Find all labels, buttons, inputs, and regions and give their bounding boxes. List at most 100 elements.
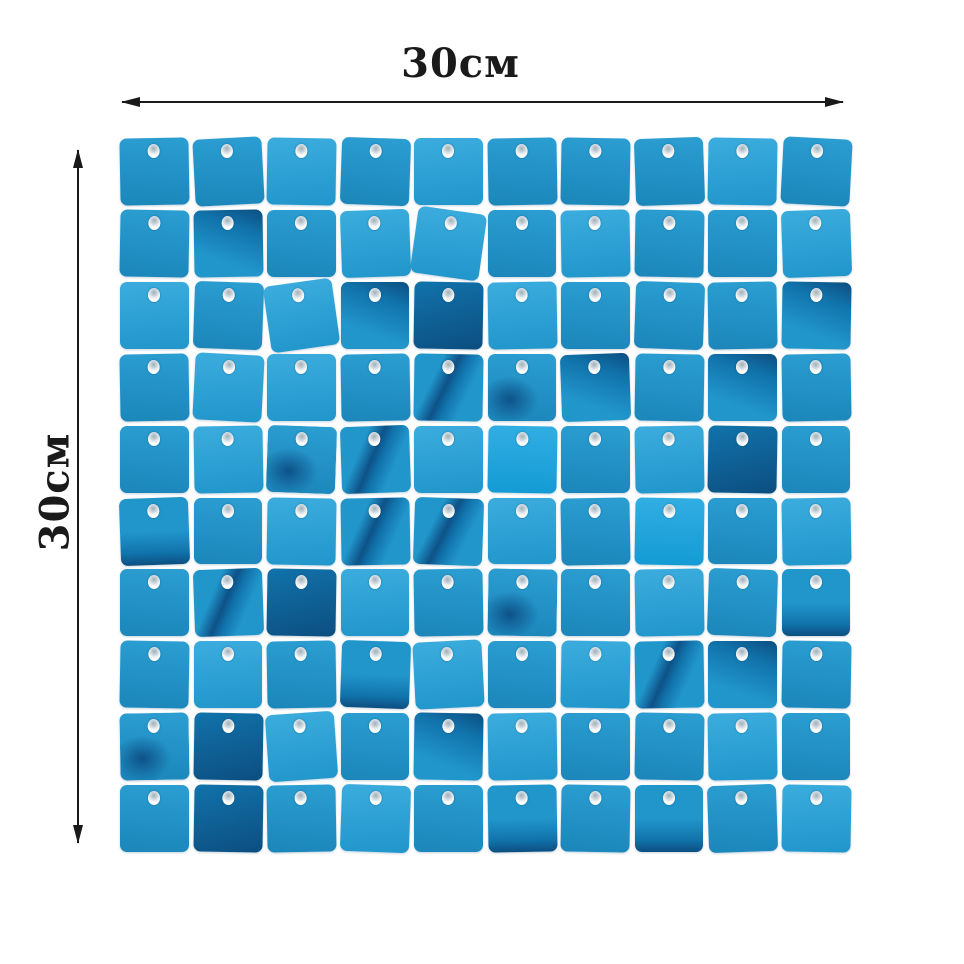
sequin-pin-hole <box>661 143 675 159</box>
sequin-pin-hole <box>736 143 749 159</box>
sequin-pin-hole <box>148 575 161 590</box>
sequin <box>707 425 778 494</box>
sequin-pin-hole <box>589 287 602 302</box>
width-dimension-arrow <box>121 97 844 107</box>
sequin-pin-hole <box>589 790 602 806</box>
sequin-pin-hole <box>515 790 528 806</box>
arrowhead-left-icon <box>121 97 140 107</box>
sequin-pin-hole <box>442 359 455 374</box>
sequin-pin-hole <box>662 575 675 590</box>
sequin <box>559 352 631 422</box>
sequin <box>487 209 556 277</box>
sequin-pin-hole <box>809 287 823 302</box>
sequin-pin-hole <box>368 287 381 302</box>
sequin <box>264 710 338 783</box>
sequin <box>706 783 778 854</box>
sequin-pin-hole <box>589 647 602 662</box>
sequin <box>119 712 190 781</box>
sequin <box>191 351 264 423</box>
sequin-pin-hole <box>369 143 382 159</box>
sequin <box>486 784 557 853</box>
sequin-pin-hole <box>148 431 161 446</box>
width-dimension-label: 30см <box>401 40 520 87</box>
sequin-pin-hole <box>515 647 528 662</box>
sequin <box>266 784 337 853</box>
sequin <box>265 424 337 494</box>
sequin-pin-hole <box>221 719 235 734</box>
sequin-pin-hole <box>220 575 234 590</box>
sequin <box>120 425 189 493</box>
sequin <box>486 137 557 206</box>
sequin <box>266 568 337 637</box>
sequin-pin-hole <box>293 718 307 734</box>
sequin <box>781 713 850 781</box>
sequin-pin-hole <box>809 790 823 806</box>
sequin-pin-hole <box>809 359 822 374</box>
sequin-pin-hole <box>736 359 749 374</box>
sequin <box>634 785 703 852</box>
sequin <box>561 713 630 781</box>
sequin <box>413 281 484 350</box>
sequin-pin-hole <box>440 647 454 662</box>
sequin <box>486 281 557 350</box>
sequin <box>339 353 410 422</box>
sequin-pin-hole <box>515 215 528 230</box>
sequin <box>560 784 631 853</box>
sequin-pin-hole <box>368 719 381 734</box>
sequin <box>192 712 263 781</box>
sequin-pin-hole <box>148 287 161 302</box>
sequin-pin-hole <box>809 503 822 518</box>
sequin-pin-hole <box>368 575 381 590</box>
height-dimension-label: 30см <box>31 432 79 552</box>
sequin-pin-hole <box>735 719 749 734</box>
sequin-pin-hole <box>442 503 456 518</box>
sequin <box>120 569 189 637</box>
sequin <box>560 640 631 709</box>
sequin-pin-hole <box>222 359 236 375</box>
sequin <box>708 353 777 421</box>
sequin-pin-hole <box>148 215 161 230</box>
sequin-pin-hole <box>589 431 602 446</box>
sequin-pin-hole <box>148 791 161 806</box>
sequin <box>414 785 483 852</box>
sequin <box>560 496 631 565</box>
sequin <box>409 205 487 282</box>
sequin-pin-hole <box>589 575 602 590</box>
sequin <box>487 641 556 709</box>
sequin <box>192 568 264 638</box>
sequin-pin-hole <box>515 431 529 446</box>
height-dimension-arrow <box>73 149 83 844</box>
sequin-pin-hole <box>808 215 822 231</box>
sequin <box>413 353 484 422</box>
sequin <box>192 784 263 853</box>
sequin-pin-hole <box>221 647 234 662</box>
sequin-pin-hole <box>662 215 676 230</box>
sequin <box>780 353 851 422</box>
sequin-pin-hole <box>442 431 455 446</box>
sequin-pin-hole <box>221 503 234 518</box>
sequin <box>193 497 262 565</box>
sequin-pin-hole <box>515 287 528 302</box>
sequin-pin-hole <box>736 215 749 230</box>
sequin-pin-hole <box>588 359 601 374</box>
sequin <box>779 136 852 207</box>
sequin-pin-hole <box>736 647 749 662</box>
sequin <box>487 497 556 565</box>
sequin-pin-hole <box>368 359 381 374</box>
sequin-pin-hole <box>367 431 381 446</box>
sequin-pin-hole <box>662 503 676 518</box>
sequin <box>267 209 336 277</box>
sequin-pin-hole <box>442 287 455 302</box>
sequin-pin-hole <box>294 790 308 806</box>
sequin <box>780 281 851 350</box>
sequin <box>633 209 704 278</box>
sequin <box>191 136 264 207</box>
sequin <box>780 208 852 278</box>
sequin-pin-hole <box>295 575 308 590</box>
sequin <box>633 712 704 781</box>
sequin <box>120 281 189 349</box>
sequin <box>633 136 705 207</box>
sequin <box>780 640 851 709</box>
sequin-pin-hole <box>220 143 234 159</box>
sequin-pin-hole <box>221 215 234 230</box>
